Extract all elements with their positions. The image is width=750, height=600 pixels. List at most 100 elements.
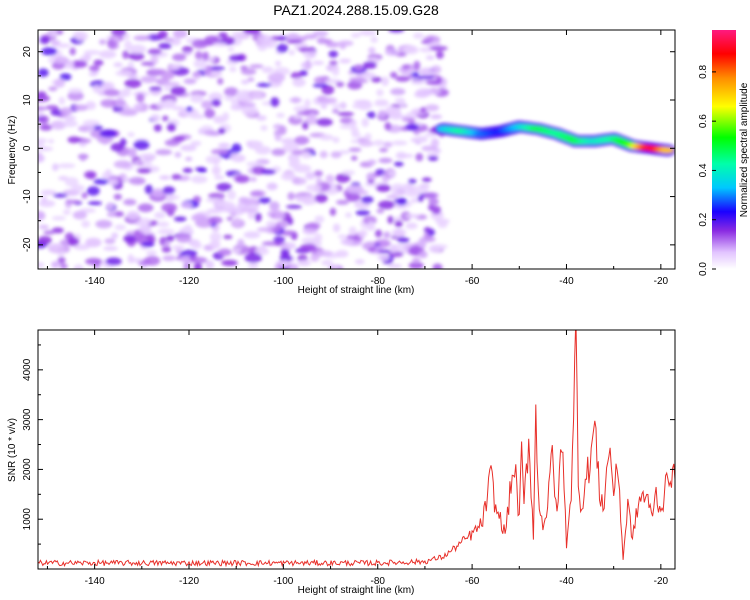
heatmap-cell [329,60,338,65]
heatmap-cell [137,217,152,227]
heatmap-cell [38,224,50,230]
heatmap-cell [161,246,172,253]
heatmap-cell [335,199,350,205]
heatmap-cell [231,143,242,154]
heatmap-cell [418,250,428,259]
heatmap-cell [402,185,415,192]
heatmap-cell [316,37,328,45]
heatmap-cell [195,51,203,60]
heatmap-cell [157,228,175,235]
heatmap-x-tick-label: -40 [559,276,574,287]
heatmap-x-axis-label: Height of straight line (km) [298,285,415,296]
heatmap-cell [342,170,355,176]
snr-x-tick-label: -40 [559,576,574,587]
heatmap-y-tick-label: 10 [22,94,33,106]
heatmap-cell [405,201,413,207]
heatmap-cell [389,113,405,120]
heatmap-cell [133,140,150,150]
heatmap-x-tick-label: -20 [654,276,669,287]
heatmap-cell [378,157,393,164]
heatmap-cell [332,136,340,144]
heatmap-cell [354,64,364,71]
heatmap-cell [212,42,227,47]
heatmap-cell [128,176,146,185]
heatmap-cell [38,236,52,245]
heatmap-cell [394,229,405,238]
heatmap-cell [364,133,372,141]
heatmap-cell [314,233,323,242]
heatmap-cell [38,106,48,111]
heatmap-cell [420,67,433,76]
heatmap-cell [82,119,101,126]
heatmap-cell [141,241,155,248]
heatmap-cell [189,256,208,264]
heatmap-cell [306,222,321,230]
heatmap-cell [413,60,421,71]
colorbar-label: Normalized spectral amplitude [739,82,750,217]
heatmap-cell [305,184,322,192]
heatmap-cell [250,92,264,99]
heatmap-cell [269,201,280,211]
heatmap-cell [303,34,318,40]
heatmap-cell [276,112,285,118]
heatmap-cell [191,241,203,250]
heatmap-cell [165,196,174,202]
heatmap-cell [173,216,187,222]
heatmap-cell [163,240,171,247]
heatmap-cell [149,220,158,226]
heatmap-y-tick-label: 20 [22,46,33,58]
heatmap-cell [321,260,334,266]
heatmap-cell [373,139,385,147]
heatmap-cell [312,83,329,88]
heatmap-blobs [38,30,675,269]
heatmap-cell [100,99,118,108]
heatmap-cell [316,250,333,257]
heatmap-cell [41,47,58,56]
heatmap-cell [164,139,180,147]
heatmap-cell [415,135,428,143]
heatmap-cell [332,67,340,76]
heatmap-cell [85,257,103,266]
heatmap-cell [320,104,328,110]
heatmap-cell [161,115,169,122]
heatmap-cell [210,71,223,76]
heatmap-cell [229,66,237,73]
heatmap-cell [289,157,301,167]
heatmap-cell [335,81,345,88]
heatmap-cell [68,88,83,94]
heatmap-cell [418,239,427,249]
heatmap-cell [234,174,250,184]
heatmap-cell [325,41,340,48]
heatmap-cell [92,84,101,94]
heatmap-cell [395,75,411,82]
heatmap-cell [319,134,334,141]
heatmap-cell [366,111,376,119]
heatmap-cell [240,102,256,108]
heatmap-cell [387,170,396,177]
heatmap-cell [122,87,131,97]
heatmap-cell [185,156,193,162]
heatmap-y-tick-label: -10 [22,189,33,204]
heatmap-cell [431,65,442,74]
heatmap-cells [38,30,675,269]
heatmap-cell [140,75,158,84]
heatmap-cell [38,262,45,268]
heatmap-cell [227,46,235,52]
snr-x-tick-label: -140 [85,576,105,587]
heatmap-cell [249,177,257,182]
heatmap-cell [249,190,264,197]
heatmap-cell [164,37,174,42]
heatmap-cell [138,225,152,234]
heatmap-cell [161,202,178,213]
snr-x-tick-label: -120 [179,576,199,587]
heatmap-x-tick-label: -80 [371,276,386,287]
heatmap-cell [100,82,112,90]
heatmap-cell [62,120,78,128]
heatmap-cell [155,149,172,156]
heatmap-cell [421,145,438,152]
heatmap-cell [110,142,125,152]
heatmap-cell [376,208,385,214]
heatmap-cell [124,78,142,89]
heatmap-cell [390,71,398,79]
